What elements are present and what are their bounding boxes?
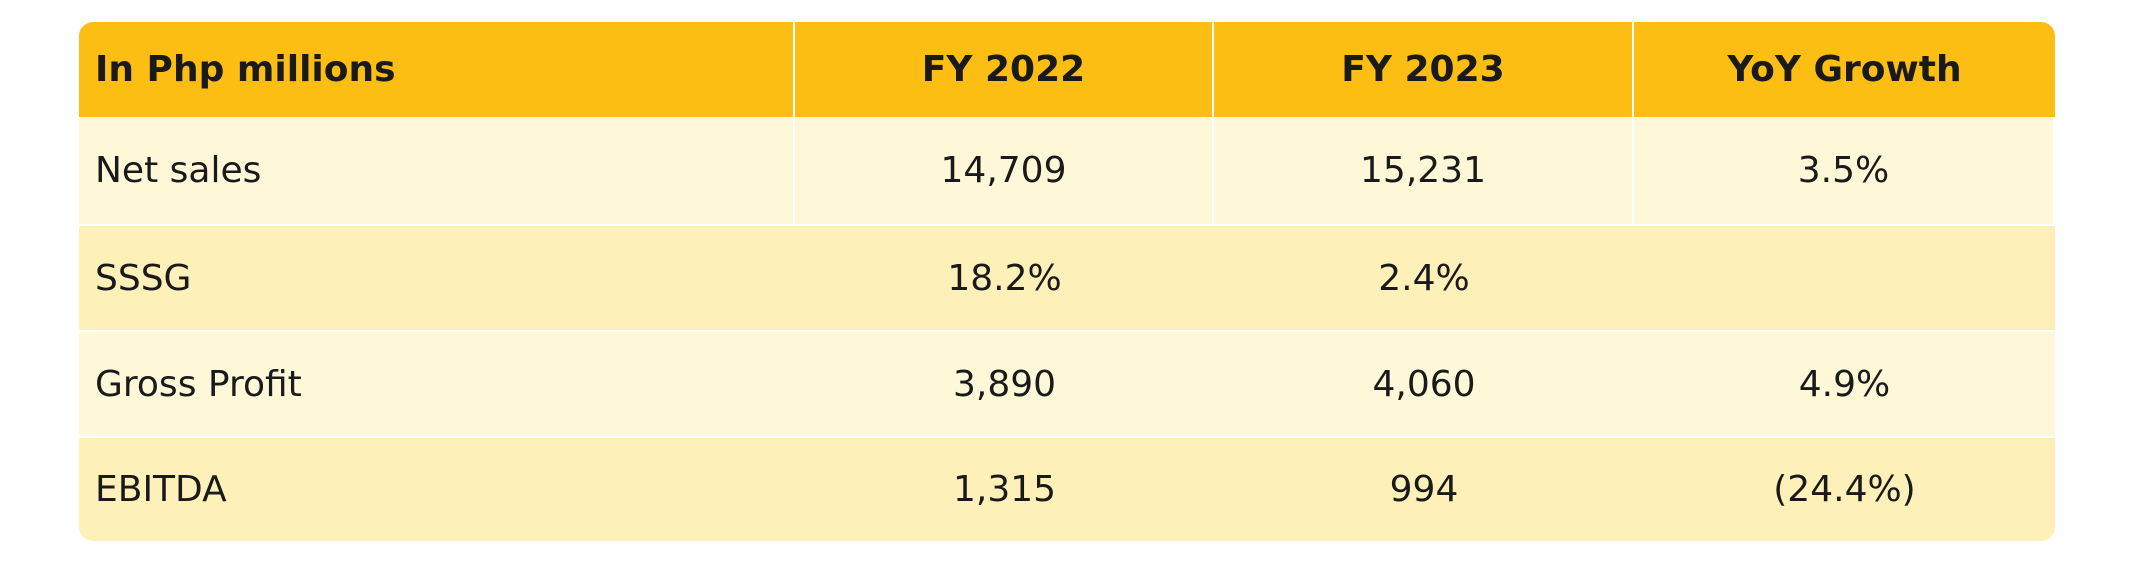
row-label: Gross Profit [79,330,795,436]
data-cell: 4.9% [1634,330,2055,436]
data-cell: 18.2% [795,224,1214,330]
financial-table: In Php millions FY 2022 FY 2023 YoY Growth N… [79,22,2055,541]
header-cell: In Php millions [79,22,795,117]
data-cell: 1,315 [795,436,1214,541]
data-cell: 3,890 [795,330,1214,436]
header-cell: FY 2023 [1214,22,1634,117]
header-cell: FY 2022 [795,22,1214,117]
data-cell: 14,709 [795,117,1214,224]
data-cell: 4,060 [1214,330,1634,436]
header-cell: YoY Growth [1634,22,2055,117]
data-cell: (24.4%) [1634,436,2055,541]
data-cell: 994 [1214,436,1634,541]
row-label: Net sales [79,117,795,224]
data-cell: 15,231 [1214,117,1634,224]
row-label: EBITDA [79,436,795,541]
data-cell: 2.4% [1214,224,1634,330]
data-cell [1634,224,2055,330]
row-label: SSSG [79,224,795,330]
data-cell: 3.5% [1634,117,2055,224]
